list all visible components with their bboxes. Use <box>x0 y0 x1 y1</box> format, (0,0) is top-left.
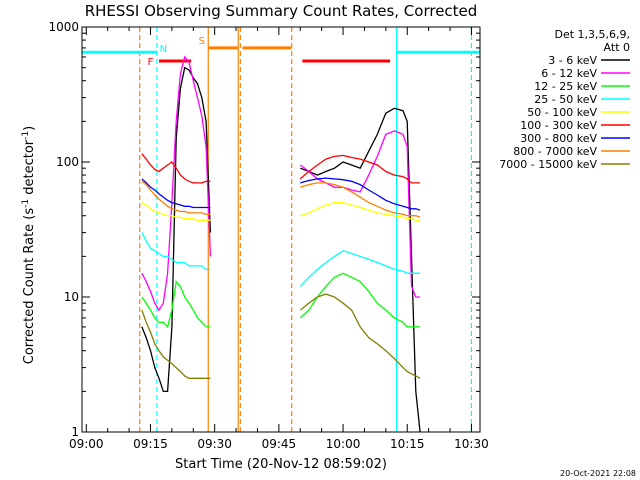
legend-label-6: 300 - 800 keV <box>520 132 597 145</box>
x-axis-label: Start Time (20-Nov-12 08:59:02) <box>175 457 387 472</box>
legend-label-1: 6 - 12 keV <box>541 67 597 80</box>
series-line-5-seg-0 <box>141 153 211 184</box>
y-label-sup1: -1 <box>21 199 31 208</box>
plot-area: FN S <box>82 27 480 433</box>
series-line-8-seg-1 <box>299 293 421 379</box>
x-tick-label-6: 10:30 <box>454 437 489 451</box>
series-line-0-seg-0 <box>141 66 212 393</box>
y-tick-label-2: 100 <box>56 155 79 169</box>
y-tick-label-0: 1 <box>71 425 79 439</box>
x-tick-label-5: 10:15 <box>390 437 425 451</box>
y-tick-label-1: 10 <box>64 290 79 304</box>
plot-frame <box>81 26 481 433</box>
x-tick-label-0: 09:00 <box>69 437 104 451</box>
x-tick-label-2: 09:30 <box>197 437 232 451</box>
series-line-7-seg-0 <box>141 180 211 215</box>
x-tick-label-1: 09:15 <box>133 437 168 451</box>
x-tick-label-4: 10:00 <box>326 437 361 451</box>
series-line-2-seg-0 <box>141 280 211 329</box>
y-label-mid: detector <box>22 139 37 199</box>
x-tick-label-3: 09:45 <box>262 437 297 451</box>
legend-header-line1: Det 1,3,5,6,9, <box>554 28 630 41</box>
state-label-S: S <box>199 36 205 47</box>
y-axis-label: Corrected Count Rate (s-1 detector-1) <box>21 126 37 364</box>
legend-label-0: 3 - 6 keV <box>548 54 597 67</box>
axes: 09:00 09:15 09:30 09:45 10:00 10:15 10:30 1 10 10… <box>48 20 488 451</box>
legend-header-line2: Att 0 <box>604 41 630 54</box>
series-line-6-seg-1 <box>300 177 421 211</box>
series-line-8-seg-0 <box>141 309 211 379</box>
state-label-N: N <box>160 44 167 55</box>
legend-label-2: 12 - 25 keV <box>534 80 597 93</box>
chart-title: RHESSI Observing Summary Count Rates, Co… <box>85 2 478 20</box>
series-line-3-seg-0 <box>141 232 211 271</box>
series-line-4-seg-1 <box>300 201 421 221</box>
legend-label-4: 50 - 100 keV <box>527 106 597 119</box>
legend-label-7: 800 - 7000 keV <box>513 145 597 158</box>
series-line-1-seg-0 <box>141 55 212 312</box>
series-line-5-seg-1 <box>299 154 421 184</box>
legend-label-5: 100 - 300 keV <box>520 119 597 132</box>
legend-label-8: 7000 - 15000 keV <box>499 158 597 171</box>
y-tick-label-3: 1000 <box>48 20 79 34</box>
state-label-F: F <box>148 57 154 68</box>
series-line-4-seg-0 <box>141 202 211 221</box>
legend-label-3: 25 - 50 keV <box>534 93 597 106</box>
y-label-main: Corrected Count Rate (s <box>22 208 37 365</box>
series-line-2-seg-1 <box>299 272 421 328</box>
series-line-6-seg-0 <box>141 178 211 209</box>
y-label-sup2: -1 <box>21 131 31 140</box>
series-line-0-seg-1 <box>300 107 421 433</box>
y-label-end: ) <box>22 126 37 131</box>
series-line-1-seg-1 <box>299 130 421 298</box>
footer-date: 20-Oct-2021 22:08 <box>560 469 636 478</box>
series-line-3-seg-1 <box>299 250 421 287</box>
series-line-7-seg-1 <box>300 182 421 218</box>
